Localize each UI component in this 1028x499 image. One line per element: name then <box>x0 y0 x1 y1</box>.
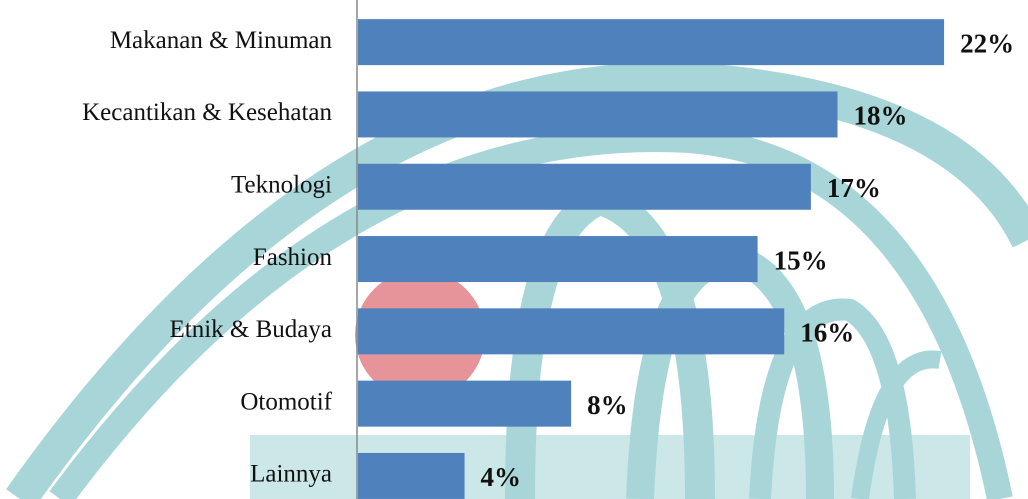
category-label: Teknologi <box>231 171 332 198</box>
bar <box>358 452 465 499</box>
category-label: Fashion <box>253 244 333 271</box>
data-label: 17% <box>827 173 881 203</box>
category-label: Kecantikan & Kesehatan <box>82 99 332 126</box>
bar <box>358 380 572 427</box>
category-label: Makanan & Minuman <box>110 27 333 54</box>
category-label: Etnik & Budaya <box>170 316 332 343</box>
bar <box>358 163 811 210</box>
data-label: 4% <box>481 462 522 492</box>
bar <box>358 91 838 138</box>
bar <box>358 19 945 66</box>
bar <box>358 236 758 283</box>
category-label: Otomotif <box>240 388 332 415</box>
data-label: 15% <box>774 245 828 275</box>
category-label: Lainnya <box>250 461 332 488</box>
data-label: 22% <box>960 28 1014 58</box>
data-label: 18% <box>854 101 908 131</box>
watermark <box>6 62 1028 499</box>
data-label: 16% <box>800 318 854 348</box>
data-label: 8% <box>587 390 628 420</box>
bar <box>358 308 785 355</box>
